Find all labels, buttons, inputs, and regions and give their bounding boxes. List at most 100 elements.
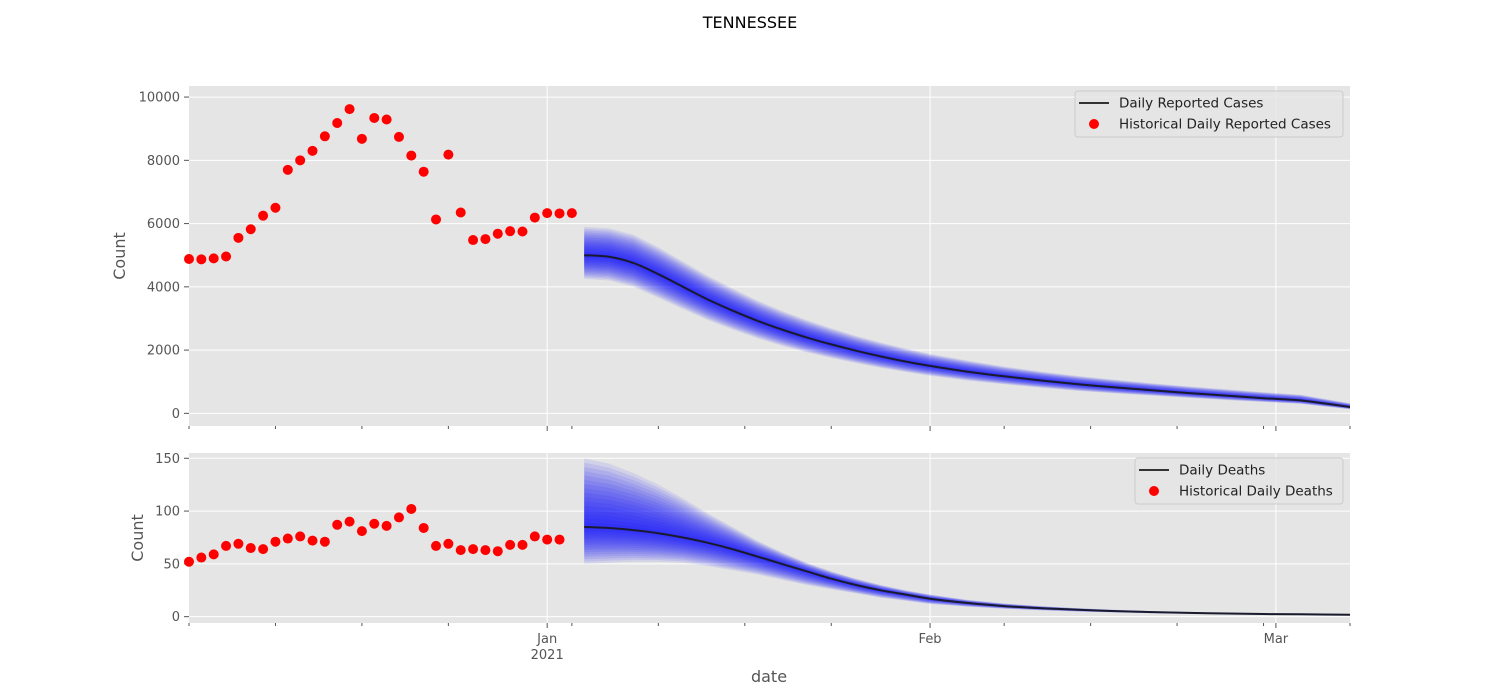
x-tick-label: Feb bbox=[919, 632, 942, 647]
historical-point bbox=[245, 224, 256, 235]
legend-label-forecast: Daily Deaths bbox=[1179, 463, 1265, 479]
historical-point bbox=[468, 544, 479, 555]
historical-point bbox=[566, 208, 577, 219]
historical-point bbox=[529, 212, 540, 223]
historical-point bbox=[381, 520, 392, 531]
legend bbox=[1134, 457, 1344, 505]
historical-point bbox=[554, 208, 565, 219]
legend bbox=[1074, 90, 1344, 138]
uncertainty-band bbox=[584, 462, 1350, 616]
historical-point bbox=[492, 546, 503, 557]
historical-point bbox=[344, 104, 355, 115]
historical-point bbox=[282, 164, 293, 175]
historical-point bbox=[319, 536, 330, 547]
historical-point bbox=[492, 228, 503, 239]
historical-point bbox=[295, 531, 306, 542]
historical-point bbox=[393, 131, 404, 142]
historical-point bbox=[443, 538, 454, 549]
forecast-line bbox=[584, 254, 1350, 408]
historical-point bbox=[393, 512, 404, 523]
legend-point-marker bbox=[1089, 119, 1099, 129]
historical-point bbox=[431, 214, 442, 225]
historical-point bbox=[443, 149, 454, 160]
historical-point bbox=[418, 522, 429, 533]
figure-title: TENNESSEE bbox=[702, 13, 797, 32]
plot-area bbox=[189, 86, 1350, 426]
historical-point bbox=[542, 208, 553, 219]
historical-point bbox=[270, 536, 281, 547]
uncertainty-band bbox=[584, 466, 1350, 615]
uncertainty-band bbox=[584, 458, 1350, 616]
uncertainty-band bbox=[584, 501, 1350, 615]
historical-point bbox=[208, 253, 219, 264]
historical-point bbox=[233, 232, 244, 243]
historical-point bbox=[307, 535, 318, 546]
uncertainty-band bbox=[584, 492, 1350, 615]
historical-point bbox=[480, 234, 491, 245]
historical-point bbox=[282, 533, 293, 544]
historical-point bbox=[455, 207, 466, 218]
uncertainty-band bbox=[584, 242, 1350, 408]
historical-point bbox=[431, 540, 442, 551]
y-axis-label: Count bbox=[128, 514, 147, 562]
historical-point bbox=[196, 552, 207, 563]
historical-point bbox=[295, 155, 306, 166]
historical-point bbox=[517, 539, 528, 550]
uncertainty-band bbox=[584, 233, 1350, 409]
plot-content bbox=[584, 458, 1350, 616]
uncertainty-band bbox=[584, 479, 1350, 615]
uncertainty-band bbox=[584, 518, 1350, 615]
uncertainty-band bbox=[584, 226, 1350, 410]
historical-point bbox=[356, 133, 367, 144]
historical-point bbox=[245, 543, 256, 554]
historical-point bbox=[258, 544, 269, 555]
forecast-line bbox=[584, 525, 1350, 616]
uncertainty-band bbox=[584, 239, 1350, 409]
x-tick-sublabel: 2021 bbox=[531, 648, 564, 663]
uncertainty-band bbox=[584, 475, 1350, 615]
x-tick-label: Jan bbox=[536, 632, 557, 647]
x-axis-label: date bbox=[751, 667, 787, 686]
y-tick-label: 150 bbox=[155, 452, 180, 467]
historical-point bbox=[307, 145, 318, 156]
historical-point bbox=[542, 534, 553, 545]
y-tick-label: 8000 bbox=[147, 154, 180, 169]
y-tick-label: 0 bbox=[172, 407, 180, 422]
historical-point bbox=[517, 226, 528, 237]
historical-point bbox=[480, 545, 491, 556]
historical-point bbox=[233, 538, 244, 549]
y-tick-label: 10000 bbox=[139, 91, 180, 106]
legend-label-forecast: Daily Reported Cases bbox=[1119, 96, 1263, 112]
historical-point bbox=[221, 540, 232, 551]
cases-panel: 0 2000 4000 6000 8000 10000 Count Daily Reporte… bbox=[110, 86, 1351, 431]
y-axis-label: Count bbox=[110, 232, 129, 280]
historical-point bbox=[554, 534, 565, 545]
uncertainty-band bbox=[584, 228, 1350, 410]
uncertainty-band bbox=[584, 232, 1350, 409]
historical-point bbox=[406, 503, 417, 514]
y-tick-label: 50 bbox=[163, 557, 180, 572]
historical-point bbox=[455, 545, 466, 556]
uncertainty-band bbox=[584, 471, 1350, 615]
legend-label-historical: Historical Daily Reported Cases bbox=[1119, 117, 1331, 133]
historical-point bbox=[505, 539, 516, 550]
uncertainty-band bbox=[584, 488, 1350, 615]
historical-point bbox=[369, 518, 380, 529]
historical-point bbox=[184, 254, 194, 265]
historical-point bbox=[344, 516, 355, 527]
historical-point bbox=[369, 112, 380, 123]
historical-point bbox=[381, 114, 392, 125]
historical-point bbox=[356, 526, 367, 537]
uncertainty-band bbox=[584, 230, 1350, 409]
historical-point bbox=[184, 556, 194, 567]
legend-label-historical: Historical Daily Deaths bbox=[1179, 484, 1333, 500]
historical-point bbox=[319, 131, 330, 142]
historical-point bbox=[196, 254, 207, 265]
uncertainty-band bbox=[584, 496, 1350, 615]
uncertainty-band bbox=[584, 241, 1350, 409]
y-tick-label: 2000 bbox=[147, 344, 180, 359]
y-tick-label: 4000 bbox=[147, 280, 180, 295]
y-tick-label: 6000 bbox=[147, 217, 180, 232]
